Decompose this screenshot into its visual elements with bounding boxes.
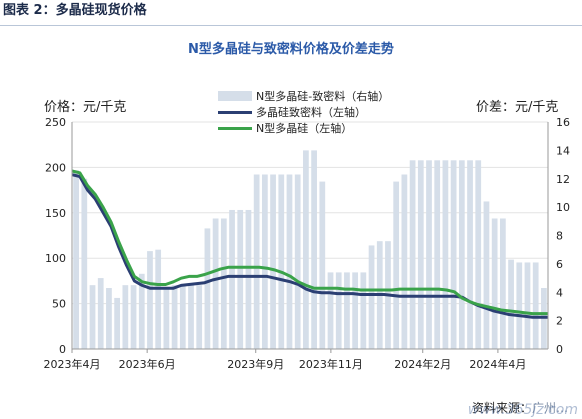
spread-bar: [393, 181, 400, 349]
y-right-tick-label: 10: [556, 201, 570, 214]
spread-bar: [450, 160, 457, 349]
spread-bar: [97, 278, 104, 349]
source-note: 资料来源：广州…: [472, 399, 568, 416]
y-right-tick-label: 14: [556, 144, 570, 157]
y-left-tick-label: 200: [45, 161, 66, 174]
spread-bar: [434, 160, 441, 349]
spread-bar: [163, 289, 170, 349]
y-right-tick-label: 12: [556, 173, 570, 186]
spread-bar: [532, 262, 539, 349]
spread-bar: [327, 272, 334, 349]
spread-bar: [204, 228, 211, 349]
legend-item-spread: N型多晶硅-致密料（右轴）: [218, 88, 389, 104]
spread-bar: [106, 287, 112, 349]
spread-bar: [311, 150, 317, 349]
spread-bar: [220, 218, 227, 349]
spread-bar: [122, 285, 129, 349]
y-left-tick-label: 0: [59, 343, 66, 356]
y-right-tick-label: 4: [556, 286, 563, 299]
spread-bar: [270, 174, 276, 349]
spread-bar: [130, 285, 137, 349]
spread-bar: [171, 285, 178, 349]
x-tick-label: 2023年4月: [44, 357, 101, 371]
chart-title: N型多晶硅与致密料价格及价差走势: [188, 42, 394, 57]
spread-bar: [491, 218, 498, 349]
legend-item-ntype: N型多晶硅（左轴）: [218, 120, 389, 136]
legend: N型多晶硅-致密料（右轴） 多晶硅致密料（左轴） N型多晶硅（左轴）: [218, 88, 389, 136]
spread-bar: [409, 160, 416, 349]
spread-bar: [138, 273, 145, 349]
y-left-tick-label: 250: [45, 116, 66, 129]
legend-label-dense: 多晶硅致密料（左轴）: [256, 106, 366, 119]
spread-bar: [335, 272, 342, 349]
y-right-tick-label: 2: [556, 315, 563, 328]
figure-title: 图表 2：多晶硅现货价格: [0, 0, 582, 26]
spread-bar: [81, 178, 88, 349]
spread-bar: [237, 209, 244, 349]
spread-bar: [253, 174, 260, 349]
spread-bar: [196, 285, 203, 349]
y-left-tick-label: 50: [52, 298, 66, 311]
x-tick-label: 2023年6月: [119, 357, 176, 371]
spread-bar: [426, 160, 432, 349]
legend-label-spread: N型多晶硅-致密料（右轴）: [256, 90, 390, 103]
spread-bar: [344, 272, 350, 349]
spread-bar: [352, 272, 359, 349]
spread-bar: [475, 160, 482, 349]
spread-bar: [179, 285, 186, 349]
spread-bar: [147, 251, 153, 349]
watermark: www.365jz.com: [467, 402, 578, 418]
y-left-tick-label: 100: [45, 252, 66, 265]
spread-bar: [303, 150, 309, 349]
x-tick-label: 2024年2月: [394, 357, 451, 371]
spread-bar: [294, 174, 301, 349]
x-tick-label: 2023年9月: [227, 357, 284, 371]
legend-swatch-ntype: [218, 126, 252, 130]
spread-bar: [245, 209, 252, 349]
spread-bar: [261, 174, 268, 349]
spread-bar: [508, 259, 514, 349]
spread-bar: [155, 249, 162, 349]
spread-bar: [278, 174, 285, 349]
spread-bar: [401, 174, 408, 349]
spread-bar: [483, 201, 490, 349]
x-tick-label: 2024年4月: [469, 357, 526, 371]
left-axis-label: 价格：元/千克: [44, 100, 127, 115]
spread-bar: [89, 285, 96, 349]
right-axis-label: 价差：元/千克: [476, 100, 559, 115]
spread-bar: [286, 174, 293, 349]
spread-bar: [499, 218, 506, 349]
legend-label-ntype: N型多晶硅（左轴）: [256, 122, 353, 135]
y-right-tick-label: 6: [556, 258, 563, 271]
spread-bar: [516, 262, 523, 349]
spread-bar: [467, 160, 473, 349]
source-text: 广州…: [531, 401, 568, 415]
spread-bar: [417, 160, 424, 349]
legend-item-dense: 多晶硅致密料（左轴）: [218, 104, 389, 120]
spread-bar: [212, 218, 219, 349]
source-label: 资料来源：: [471, 401, 532, 415]
legend-swatch-spread: [218, 91, 252, 101]
legend-swatch-dense: [218, 110, 252, 114]
spread-bar: [360, 272, 367, 349]
spread-bar: [229, 209, 235, 349]
spread-bar: [188, 285, 194, 349]
spread-bar: [458, 160, 465, 349]
spread-bar: [442, 160, 449, 349]
y-left-tick-label: 150: [45, 207, 66, 220]
spread-bar: [524, 262, 531, 349]
spread-bar: [319, 181, 326, 349]
y-right-tick-label: 0: [556, 343, 563, 356]
spread-bar: [368, 245, 375, 349]
spread-bar: [114, 297, 121, 349]
spread-bar: [73, 170, 79, 349]
ntype-line: [71, 169, 548, 316]
y-right-tick-label: 8: [556, 230, 563, 243]
x-tick-label: 2023年11月: [299, 357, 363, 371]
y-right-tick-label: 16: [556, 116, 570, 129]
